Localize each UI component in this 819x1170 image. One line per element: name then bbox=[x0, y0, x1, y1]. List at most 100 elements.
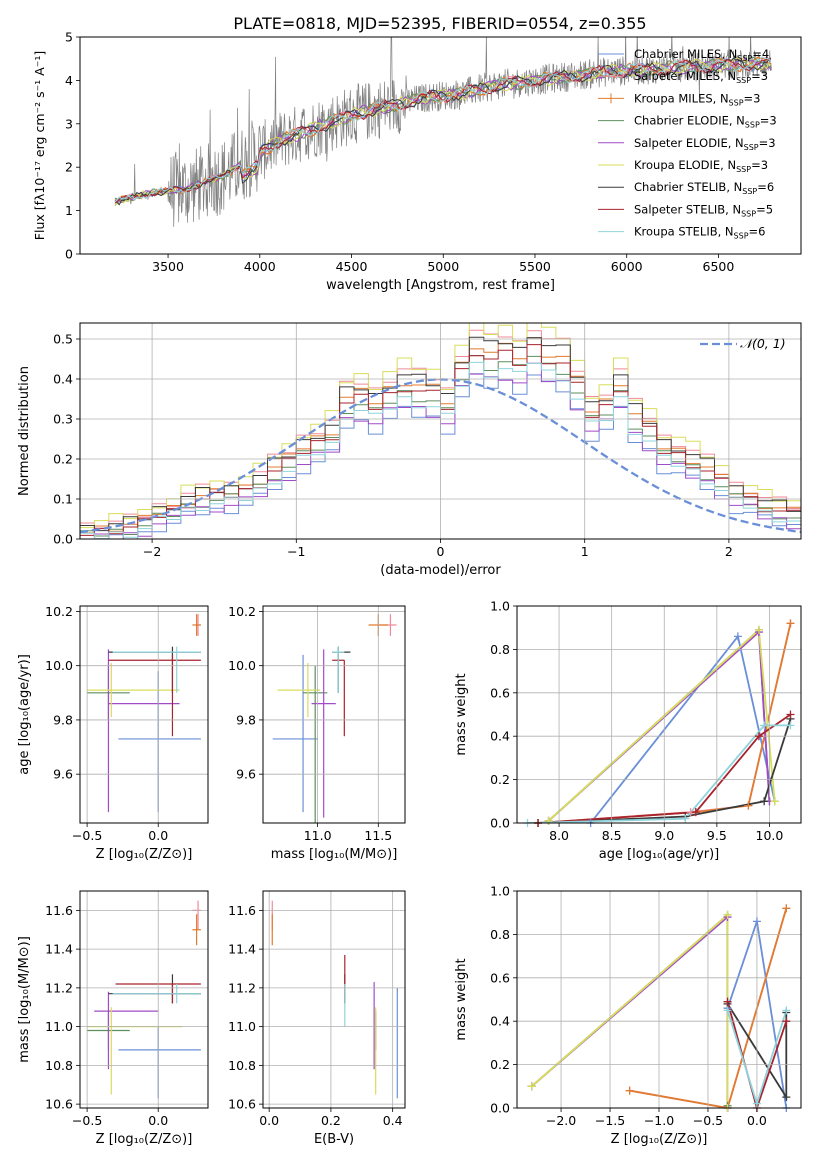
y-tick-label: 10.0 bbox=[228, 658, 256, 673]
y-tick-label: 0.6 bbox=[490, 685, 510, 700]
panel-mass-vs-Z: −0.5 0.0 10.6 10.8 11.0 11.2 11.4 11.6 Z [log₁₀(… bbox=[17, 890, 209, 1147]
legend-subscript: SSP bbox=[741, 209, 756, 218]
y-tick-label: 0.0 bbox=[490, 816, 510, 831]
x-tick-label: 9.5 bbox=[707, 828, 727, 843]
weight-marker-kroupa_stelib bbox=[723, 1006, 732, 1015]
legend-label: Chabrier STELIB, NSSP=6 bbox=[634, 180, 774, 196]
legend-subscript: SSP bbox=[744, 143, 759, 152]
legend-subscript: SSP bbox=[736, 76, 751, 85]
weight-marker-salpeter_stelib bbox=[782, 1017, 791, 1026]
legend-subscript: SSP bbox=[737, 54, 752, 63]
x-tick-label: 1 bbox=[581, 544, 589, 559]
axes-frame bbox=[516, 605, 802, 824]
x-tick-label: −0.5 bbox=[693, 1113, 723, 1128]
legend-label: Salpeter MILES, NSSP=3 bbox=[634, 69, 768, 85]
x-tick-label: 5500 bbox=[519, 259, 551, 274]
weight-line-kroupa_stelib bbox=[527, 724, 791, 823]
legend-tail: =6 bbox=[757, 180, 774, 194]
plot-area bbox=[114, 37, 772, 227]
weight-marker-kroupa_stelib bbox=[782, 1006, 791, 1015]
y-tick-label: 0.0 bbox=[490, 1101, 510, 1116]
histogram-chabrier_miles bbox=[80, 373, 801, 539]
y-tick-label: 0.1 bbox=[53, 492, 73, 507]
y-tick-label: 1.0 bbox=[490, 599, 510, 614]
x-tick-label: 0.0 bbox=[259, 1113, 279, 1128]
y-axis-label: Normed distribution bbox=[17, 366, 32, 496]
weight-marker-salpeter_stelib bbox=[723, 997, 732, 1006]
y-tick-label: 10.2 bbox=[228, 604, 256, 619]
weight-marker-chabrier_stelib bbox=[782, 1093, 791, 1102]
legend-label: Kroupa STELIB, NSSP=6 bbox=[634, 225, 765, 241]
y-tick-label: 0.8 bbox=[490, 927, 510, 942]
weight-marker-kroupa_miles bbox=[625, 1086, 634, 1095]
y-tick-label: 10.8 bbox=[228, 1058, 256, 1073]
legend-subscript: SSP bbox=[742, 187, 757, 196]
y-tick-label: 5 bbox=[65, 30, 73, 45]
weight-marker-chabrier_miles bbox=[752, 917, 761, 926]
histogram-salpeter_elodie bbox=[80, 362, 801, 539]
plot-area bbox=[271, 900, 398, 1099]
legend-text: Chabrier ELODIE, N bbox=[634, 114, 745, 128]
legend-tail: =3 bbox=[744, 91, 761, 105]
y-tick-label: 11.6 bbox=[45, 903, 73, 918]
weight-marker-kroupa_stelib bbox=[752, 1099, 761, 1108]
legend-text: Salpeter STELIB, N bbox=[634, 202, 741, 216]
x-axis-label: mass [log₁₀(M/M⊙)] bbox=[271, 847, 398, 862]
legend-text: Chabrier MILES, N bbox=[634, 47, 737, 61]
y-axis-label: mass weight bbox=[454, 673, 469, 755]
weight-marker-kroupa_elodie bbox=[770, 797, 779, 806]
x-tick-label: 0.2 bbox=[321, 1113, 341, 1128]
weight-line-salpeter_elodie bbox=[547, 630, 771, 822]
weight-marker-salpeter_stelib bbox=[691, 808, 700, 817]
y-tick-label: 9.8 bbox=[53, 712, 73, 727]
x-tick-label: 8.0 bbox=[549, 828, 569, 843]
x-tick-label: 10.0 bbox=[756, 828, 784, 843]
axes-frame bbox=[262, 890, 406, 1109]
panel-mass-vs-ebv: 0.0 0.2 0.4 10.6 10.8 11.0 11.2 11.4 11.6 E(B-V) bbox=[228, 890, 406, 1147]
legend-label: 𝒩(0, 1) bbox=[740, 336, 786, 351]
panel-weight-vs-age: 8.0 8.5 9.0 9.5 10.0 0.0 0.2 0.4 0.6 0.8 1.0 age [l… bbox=[454, 599, 802, 862]
weight-line-kroupa_miles bbox=[629, 908, 788, 1108]
legend-tail: =6 bbox=[749, 225, 766, 239]
model-spectrum-chabrier_elodie bbox=[114, 56, 772, 203]
legend-text: Kroupa ELODIE, N bbox=[634, 158, 736, 172]
x-tick-label: −0.5 bbox=[72, 1113, 102, 1128]
axes-frame bbox=[79, 36, 802, 255]
plot-area bbox=[87, 900, 201, 1099]
y-tick-label: 11.4 bbox=[228, 942, 256, 957]
x-tick-label: 4500 bbox=[336, 259, 368, 274]
legend-subscript: SSP bbox=[736, 165, 751, 174]
axes-frame bbox=[79, 890, 209, 1109]
weight-line-chabrier_miles bbox=[589, 634, 776, 823]
y-axis-label: mass weight bbox=[454, 958, 469, 1040]
y-tick-label: 0.3 bbox=[53, 412, 73, 427]
figure-title: PLATE=0818, MJD=52395, FIBERID=0554, z=0… bbox=[233, 14, 646, 33]
weight-marker-chabrier_stelib bbox=[760, 797, 769, 806]
x-tick-label: −2 bbox=[143, 544, 161, 559]
x-axis-label: Z [log₁₀(Z/Z⊙)] bbox=[611, 1132, 708, 1147]
legend-label: Chabrier ELODIE, NSSP=3 bbox=[634, 114, 777, 130]
x-axis-label: Z [log₁₀(Z/Z⊙)] bbox=[96, 1132, 193, 1147]
y-tick-label: 3 bbox=[65, 116, 73, 131]
y-tick-label: 0.4 bbox=[490, 729, 510, 744]
y-tick-label: 9.8 bbox=[236, 712, 256, 727]
axes-frame bbox=[79, 605, 209, 824]
x-tick-label: −1.0 bbox=[644, 1113, 674, 1128]
legend-text: Kroupa STELIB, N bbox=[634, 225, 734, 239]
panel-weight-vs-Z: −2.0 −1.5 −1.0 −0.5 0.0 0.0 0.2 0.4 0.6 0.8 1.0 Z [… bbox=[454, 884, 802, 1147]
panel-age-vs-mass: 11.0 11.5 9.6 9.8 10.0 10.2 mass [log₁₀(M/M⊙)] bbox=[228, 604, 406, 862]
y-tick-label: 1.0 bbox=[490, 884, 510, 899]
legend-tail: =4 bbox=[752, 47, 769, 61]
x-axis-label: Z [log₁₀(Z/Z⊙)] bbox=[96, 847, 193, 862]
y-tick-label: 11.0 bbox=[228, 1019, 256, 1034]
x-tick-label: 8.5 bbox=[602, 828, 622, 843]
weight-marker-kroupa_miles bbox=[786, 619, 795, 628]
x-tick-label: 0.0 bbox=[747, 1113, 767, 1128]
x-axis-label: E(B-V) bbox=[314, 1132, 354, 1147]
weight-line-salpeter_stelib bbox=[726, 1001, 788, 1108]
y-tick-label: 0.8 bbox=[490, 642, 510, 657]
x-tick-label: 0.0 bbox=[148, 828, 168, 843]
legend-tail: =3 bbox=[759, 136, 776, 150]
weight-marker-kroupa_stelib bbox=[786, 721, 795, 730]
